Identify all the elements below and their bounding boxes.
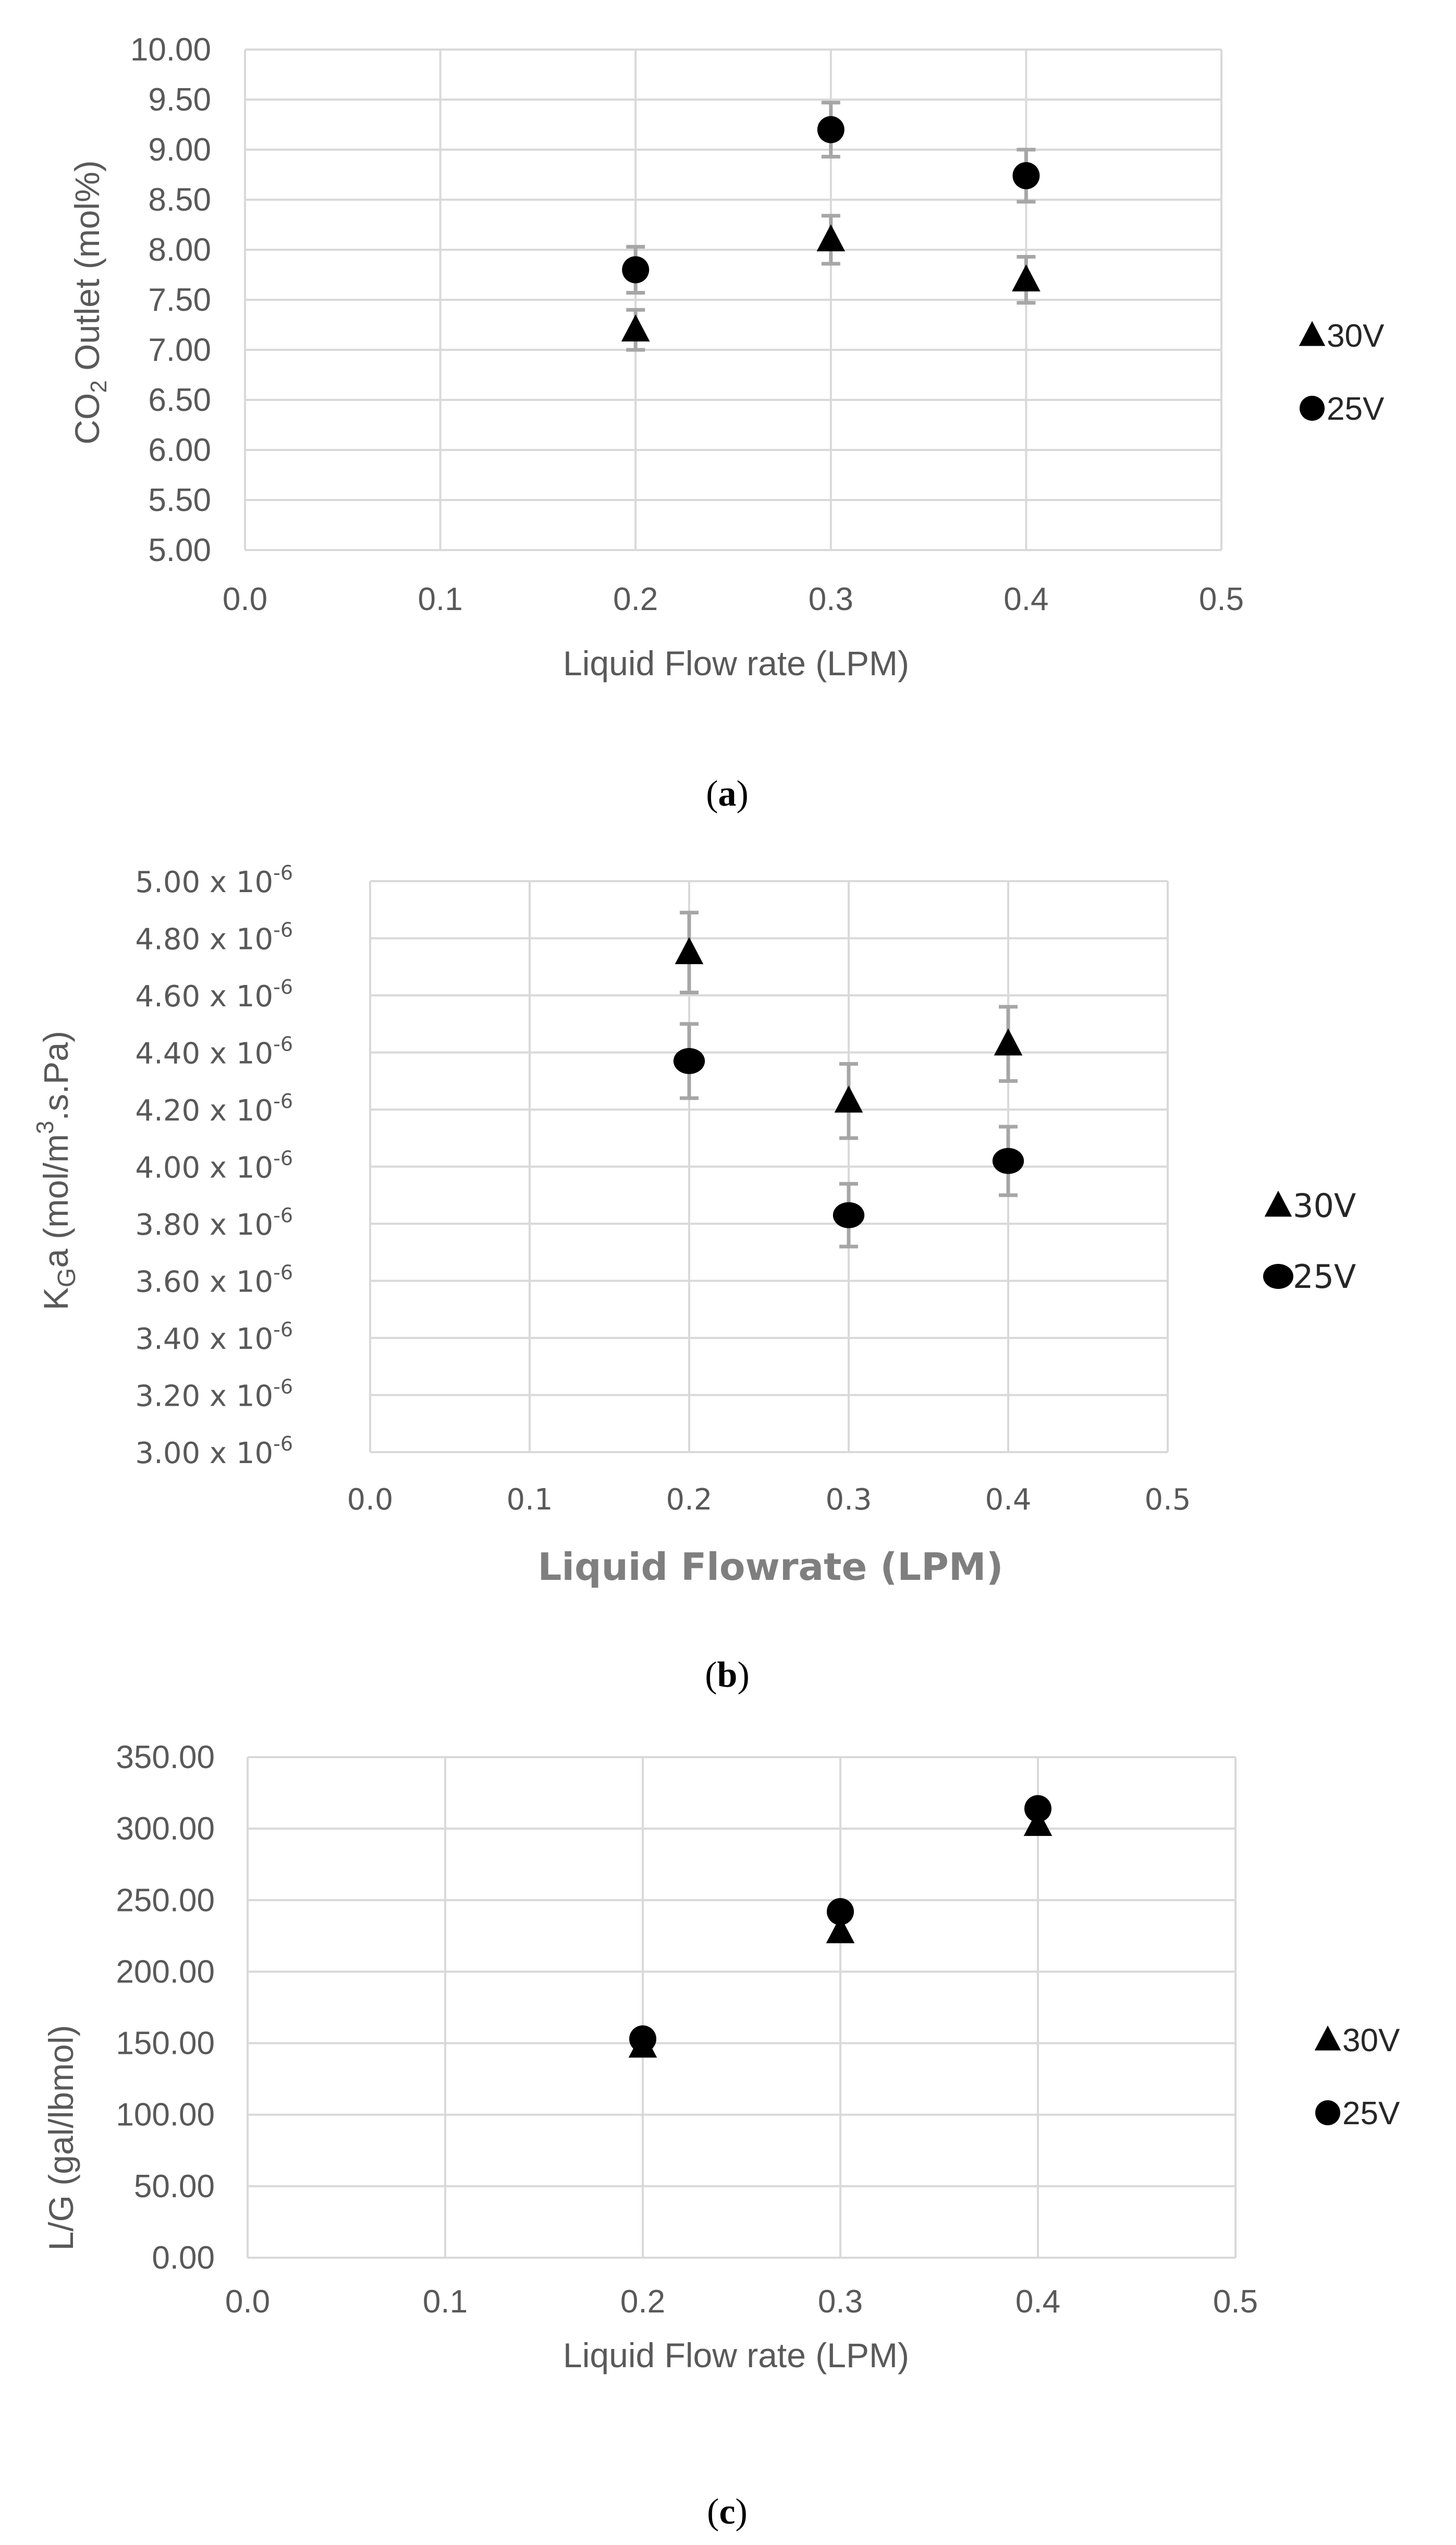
legend-marker-25v [1263, 1264, 1293, 1289]
y-tick-label: 3.60 x 10-6 [135, 1261, 293, 1299]
x-tick-label: 0.5 [1144, 1483, 1191, 1517]
x-tick-label: 0.2 [620, 2284, 665, 2320]
chart-a: 0.0 0.1 0.2 0.3 0.4 0.5 5.00 5.50 6.00 6.50 7.00 7.… [68, 32, 1385, 814]
x-axis-title-a: Liquid Flow rate (LPM) [563, 644, 909, 683]
x-tick-label: 0.5 [1199, 581, 1244, 617]
x-tick-label: 0.1 [423, 2284, 468, 2320]
y-tick-label: 4.00 x 10-6 [135, 1147, 293, 1185]
y-tick-label: 200.00 [116, 1954, 215, 1990]
y-tick-label: 3.40 x 10-6 [135, 1318, 293, 1356]
x-tick-label: 0.3 [825, 1483, 872, 1517]
data-point-25v [673, 1048, 705, 1074]
y-tick-label: 3.80 x 10-6 [135, 1204, 293, 1242]
data-point-30v [1012, 264, 1041, 291]
data-point-30v [826, 1916, 855, 1943]
x-tick-label: 0.0 [223, 581, 267, 617]
legend-label-25v: 25V [1327, 391, 1385, 427]
y-tick-label: 3.20 x 10-6 [135, 1375, 293, 1414]
plot-area-c: 0.0 0.1 0.2 0.3 0.4 0.5 0.00 50.00 100.00 150.00 2… [116, 1739, 1400, 2320]
chart-c: 0.0 0.1 0.2 0.3 0.4 0.5 0.00 50.00 100.00 150.00 2… [42, 1739, 1400, 2532]
legend-marker-25v [1300, 396, 1325, 421]
y-axis-title-b: KGa (mol/m3.s.Pa) [31, 1031, 81, 1310]
caption-b: (b) [705, 1655, 750, 1695]
y-tick-label: 350.00 [116, 1739, 215, 1775]
y-tick-label: 6.50 [148, 382, 211, 418]
x-tick-label: 0.2 [613, 581, 658, 617]
data-point-25v [827, 1898, 854, 1926]
x-tick-label: 0.4 [1004, 581, 1048, 617]
data-point-25v [817, 116, 845, 143]
y-tick-label: 6.00 [148, 432, 211, 468]
x-axis-title-b: Liquid Flowrate (LPM) [537, 1545, 1003, 1589]
y-tick-label: 10.00 [130, 32, 211, 68]
y-axis-title-c: L/G (gal/lbmol) [42, 2025, 80, 2251]
y-tick-label: 100.00 [116, 2097, 215, 2133]
y-tick-label: 4.60 x 10-6 [135, 976, 293, 1014]
y-tick-label: 5.00 [148, 532, 211, 568]
y-tick-label: 250.00 [116, 1882, 215, 1918]
x-tick-label: 0.3 [818, 2284, 863, 2320]
data-point-25v [629, 2025, 656, 2053]
legend-marker-30v [1264, 1190, 1292, 1217]
y-tick-label: 8.00 [148, 232, 211, 268]
y-tick-label: 9.50 [148, 82, 211, 118]
caption-c: (c) [707, 2492, 748, 2532]
legend-label-25v: 25V [1293, 1258, 1356, 1296]
data-point-30v [675, 937, 704, 965]
y-tick-label: 4.80 x 10-6 [135, 919, 293, 957]
y-tick-label: 50.00 [134, 2169, 215, 2205]
x-tick-label: 0.0 [225, 2284, 270, 2320]
x-tick-label: 0.0 [347, 1483, 393, 1517]
legend-label-30v: 30V [1342, 2023, 1400, 2059]
data-point-25v [1024, 1795, 1051, 1822]
y-axis-title-a: CO2 Outlet (mol%) [68, 160, 112, 444]
x-tick-label: 0.4 [985, 1483, 1031, 1517]
y-tick-label: 150.00 [116, 2026, 215, 2062]
caption-a: (a) [706, 774, 749, 814]
legend-marker-30v [1314, 2025, 1341, 2051]
data-point-30v [1023, 1809, 1053, 1836]
x-tick-label: 0.1 [418, 581, 462, 617]
data-point-30v [994, 1028, 1023, 1056]
chart-b: 0.0 0.1 0.2 0.3 0.4 0.5 3.00 x 10-6 3.20 x 10-6… [31, 861, 1356, 1695]
data-point-25v [1012, 162, 1040, 189]
legend-marker-30v [1299, 321, 1326, 346]
y-tick-label: 300.00 [116, 1811, 215, 1847]
legend-label-25v: 25V [1342, 2096, 1400, 2132]
y-tick-label: 7.00 [148, 332, 211, 368]
x-tick-label: 0.1 [506, 1483, 553, 1517]
data-point-30v [816, 224, 846, 252]
y-tick-label: 5.50 [148, 482, 211, 518]
x-tick-label: 0.2 [666, 1483, 712, 1517]
data-point-25v [992, 1148, 1024, 1174]
data-point-30v [834, 1085, 863, 1113]
data-point-25v [622, 256, 650, 284]
legend-label-30v: 30V [1327, 318, 1385, 354]
x-axis-title-c: Liquid Flow rate (LPM) [563, 2336, 909, 2374]
x-tick-label: 0.4 [1015, 2284, 1060, 2320]
legend-label-30v: 30V [1293, 1187, 1356, 1225]
legend-marker-25v [1315, 2100, 1340, 2125]
y-tick-label: 0.00 [152, 2240, 215, 2276]
data-point-30v [621, 314, 650, 342]
y-tick-label: 7.50 [148, 282, 211, 318]
plot-area-b: 0.0 0.1 0.2 0.3 0.4 0.5 3.00 x 10-6 3.20 x 10-6… [135, 861, 1356, 1517]
x-tick-label: 0.5 [1213, 2284, 1258, 2320]
y-tick-label: 4.40 x 10-6 [135, 1033, 293, 1071]
y-tick-label: 5.00 x 10-6 [135, 861, 293, 899]
y-tick-label: 9.00 [148, 132, 211, 168]
data-point-25v [833, 1202, 865, 1228]
y-tick-label: 4.20 x 10-6 [135, 1090, 293, 1128]
y-tick-label: 3.00 x 10-6 [135, 1432, 293, 1470]
x-tick-label: 0.3 [809, 581, 853, 617]
plot-area-a: 0.0 0.1 0.2 0.3 0.4 0.5 5.00 5.50 6.00 6.50 7.00 7.… [130, 32, 1385, 617]
y-tick-label: 8.50 [148, 182, 211, 218]
